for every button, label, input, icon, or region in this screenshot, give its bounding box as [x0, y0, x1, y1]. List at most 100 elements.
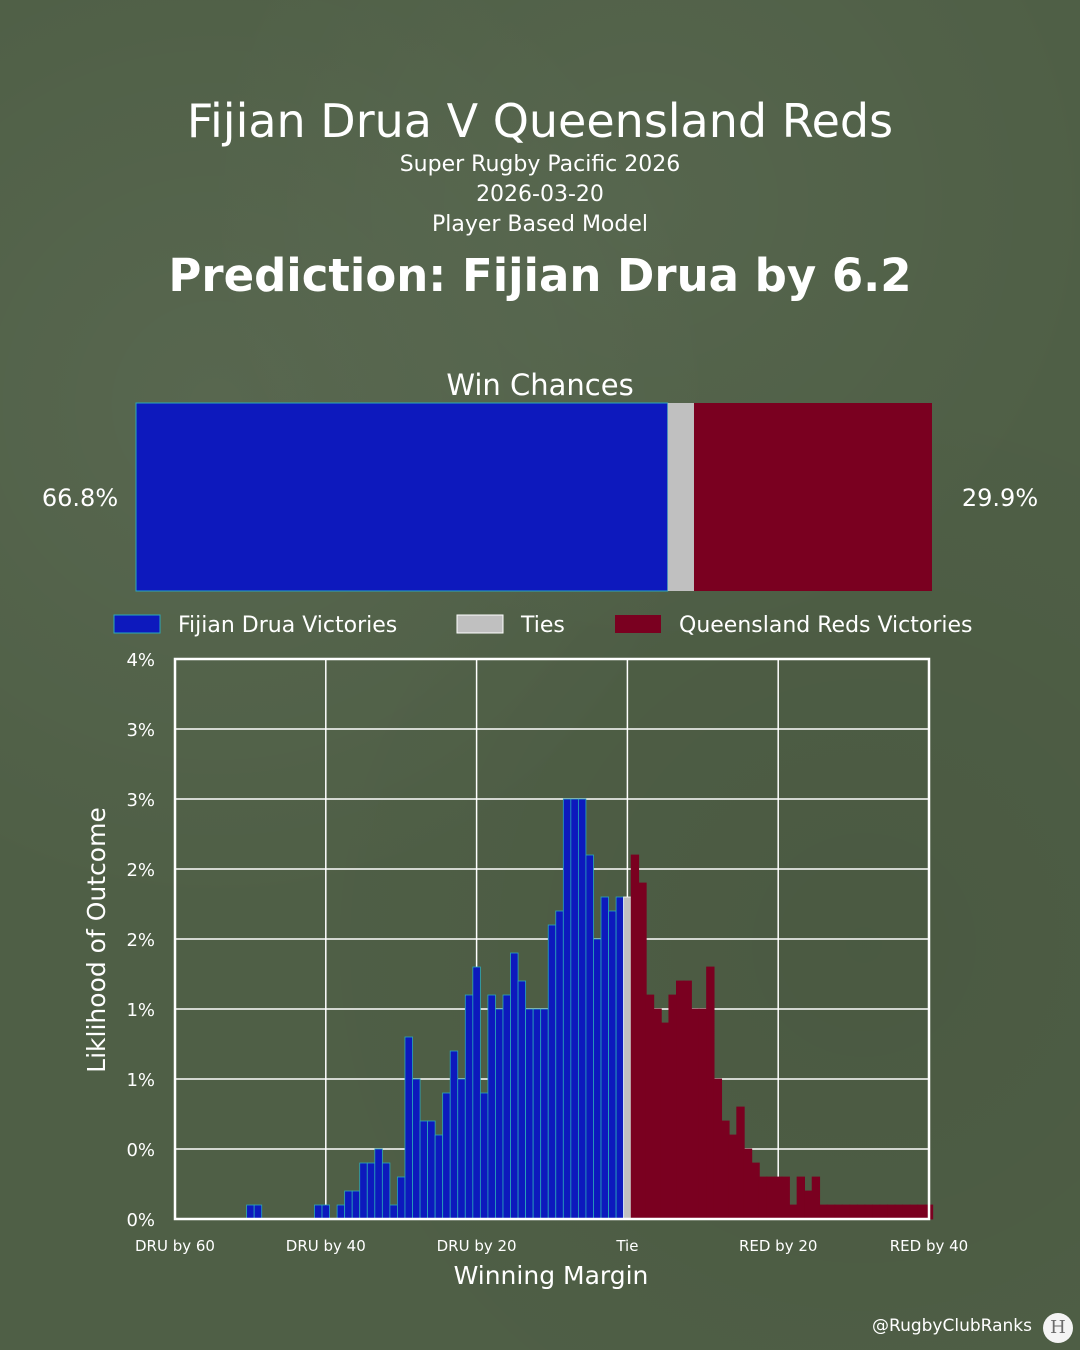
histogram-bar	[721, 1120, 730, 1220]
histogram-bar	[434, 1134, 444, 1220]
histogram-bar	[887, 1204, 896, 1220]
x-tick-label: DRU by 60	[135, 1237, 215, 1255]
histogram-bar	[487, 994, 496, 1220]
histogram-bar	[321, 1204, 330, 1220]
histogram-bar	[751, 1162, 760, 1220]
histogram-bar	[736, 1106, 745, 1220]
histogram-bar	[547, 924, 557, 1220]
y-tick-label: 2%	[126, 860, 155, 881]
model-name: Player Based Model	[431, 212, 649, 237]
histogram-bar	[789, 1204, 798, 1220]
histogram-bar	[917, 1204, 926, 1220]
win-bar-home	[135, 402, 669, 592]
home-win-pct: 66.8%	[42, 484, 118, 512]
histogram-bar	[849, 1204, 858, 1220]
histogram-bar	[472, 966, 481, 1220]
histogram-bar	[758, 1176, 768, 1220]
legend-swatch-home	[113, 614, 161, 634]
histogram-bar	[698, 1008, 707, 1220]
y-tick-label: 0%	[126, 1210, 155, 1231]
match-date: 2026-03-20	[476, 182, 604, 207]
histogram-bar	[397, 1176, 406, 1220]
histogram-bar	[841, 1204, 851, 1220]
away-win-pct: 29.9%	[962, 484, 1038, 512]
histogram-bar	[577, 798, 587, 1220]
win-chances-title: Win Chances	[446, 368, 633, 402]
header: Fijian Drua V Queensland Reds Super Rugb…	[0, 92, 1080, 240]
y-tick-label: 4%	[126, 650, 155, 671]
plot-frame	[173, 657, 931, 1221]
x-axis-title: Winning Margin	[454, 1261, 649, 1290]
brand-logo-icon: H	[1043, 1313, 1073, 1343]
win-bar-away	[693, 403, 932, 591]
histogram-bar	[419, 1120, 428, 1220]
histogram-bar	[864, 1204, 873, 1220]
legend-swatch-tie	[456, 614, 504, 634]
histogram-bar	[464, 994, 474, 1220]
histogram-bar	[517, 980, 527, 1220]
histogram-bar	[774, 1176, 783, 1220]
histogram-bar	[872, 1204, 881, 1220]
histogram-bar	[525, 1008, 534, 1220]
histogram-bar	[585, 854, 594, 1220]
histogram-bar	[495, 1008, 504, 1220]
histogram-bar	[479, 1092, 489, 1220]
histogram-bar	[879, 1204, 888, 1220]
x-axis-ticks: DRU by 60 DRU by 40 DRU by 20 Tie RED by 20 R…	[135, 1237, 968, 1255]
histogram-bar	[706, 966, 715, 1220]
competition-name: Super Rugby Pacific 2026	[399, 152, 681, 177]
histogram-bar	[442, 1092, 451, 1220]
histogram-bar	[314, 1204, 323, 1220]
x-tick-label: DRU by 40	[286, 1237, 366, 1255]
histogram-bar	[653, 1008, 662, 1220]
histogram-bar	[555, 910, 564, 1220]
histogram-bar	[374, 1148, 383, 1220]
y-axis-ticks: 0% 0% 1% 1% 2% 2% 3% 3% 4%	[126, 650, 155, 1231]
histogram-bar	[359, 1162, 368, 1220]
histogram-bar	[781, 1176, 790, 1220]
histogram-bar	[902, 1204, 911, 1220]
histogram-bar	[351, 1190, 361, 1220]
histogram-bar	[457, 1078, 466, 1220]
histogram-bar	[683, 980, 692, 1220]
legend-label-away: Queensland Reds Victories	[679, 613, 973, 638]
histogram-bar	[502, 994, 511, 1220]
histogram-bar	[623, 896, 632, 1220]
histogram-bar	[630, 854, 640, 1220]
credit-handle: @RugbyClubRanks	[872, 1316, 1032, 1336]
y-tick-label: 3%	[126, 790, 155, 811]
histogram-bar	[246, 1204, 255, 1220]
x-tick-label: RED by 40	[890, 1237, 968, 1255]
histogram-bar	[909, 1204, 919, 1220]
histogram-bar	[834, 1204, 843, 1220]
histogram-bar	[811, 1176, 821, 1220]
y-tick-label: 1%	[126, 1070, 155, 1091]
histogram-bar	[615, 896, 625, 1220]
histogram-bar	[796, 1176, 805, 1220]
y-tick-label: 2%	[126, 930, 155, 951]
histogram-bar	[404, 1036, 413, 1220]
histogram-bar	[412, 1078, 421, 1220]
histogram-bar	[645, 994, 655, 1220]
y-axis-title: Liklihood of Outcome	[82, 807, 111, 1073]
histogram-bar	[804, 1190, 813, 1220]
histogram-bar	[381, 1162, 391, 1220]
histogram-bar	[894, 1204, 904, 1220]
histogram-bar	[743, 1148, 753, 1220]
histogram-bar	[766, 1176, 775, 1220]
histogram-bar	[691, 1008, 700, 1220]
histogram-bar	[389, 1204, 398, 1220]
x-tick-label: RED by 20	[739, 1237, 817, 1255]
histogram-bar	[427, 1120, 436, 1220]
win-bar-tie	[667, 403, 694, 591]
y-tick-label: 3%	[126, 720, 155, 741]
legend-label-home: Fijian Drua Victories	[178, 613, 397, 638]
legend: Fijian Drua Victories Ties Queensland Re…	[113, 613, 973, 638]
x-tick-label: DRU by 20	[437, 1237, 517, 1255]
histogram-bar	[668, 994, 677, 1220]
histogram-bar	[638, 882, 647, 1220]
histogram-bar	[608, 910, 617, 1220]
legend-label-tie: Ties	[520, 613, 565, 638]
histogram-bar	[540, 1008, 549, 1220]
